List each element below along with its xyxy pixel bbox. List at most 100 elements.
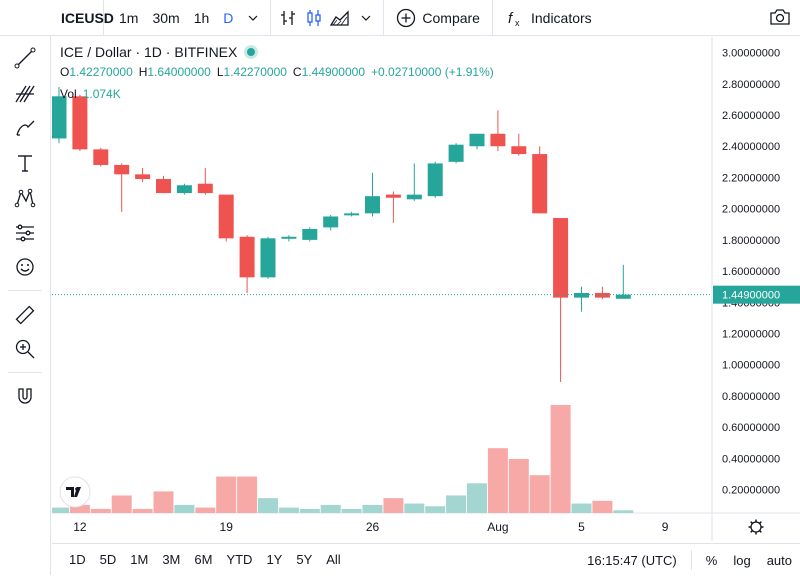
timeframe-1h[interactable]: 1h (193, 9, 210, 26)
last-price-label: 1.44900000 (722, 290, 780, 302)
candle-body (469, 133, 485, 147)
volume-bar (195, 507, 216, 513)
indicators-label: Indicators (530, 9, 592, 26)
price-tick-label: 2.80000000 (722, 79, 780, 91)
candle-body (427, 163, 443, 197)
volume-bar (174, 504, 195, 513)
volume-legend: Vol 1.074K (60, 84, 494, 104)
vol-value: 1.074K (82, 87, 121, 101)
timeframe-30m[interactable]: 30m (152, 9, 180, 26)
volume-bar (508, 459, 529, 513)
candle-body (72, 96, 88, 150)
candle-body (176, 185, 192, 194)
candle-body (218, 194, 234, 239)
volume-bar (153, 491, 174, 513)
candle-body (302, 228, 318, 240)
high-label: H (138, 65, 148, 79)
candle-body (553, 218, 569, 298)
price-tick-label: 1.80000000 (722, 235, 780, 247)
text-icon[interactable] (12, 150, 38, 176)
time-tick-label: 12 (73, 520, 87, 534)
price-tick-label: 2.40000000 (722, 141, 780, 153)
volume-bar (299, 508, 320, 513)
zoom-in-icon[interactable] (12, 336, 38, 362)
svg-text:x: x (515, 18, 520, 28)
gear-icon (748, 519, 764, 535)
volume-bar (49, 507, 69, 513)
range-6m[interactable]: 6M (194, 552, 213, 567)
toolbar-divider (8, 372, 42, 373)
price-tick-label: 1.00000000 (722, 360, 780, 372)
volume-bar (446, 495, 467, 513)
candle-body (93, 149, 109, 165)
area-chart-icon[interactable] (327, 0, 353, 36)
volume-bar (90, 508, 111, 513)
drawing-toolbar (0, 0, 51, 575)
candle-body (406, 194, 422, 200)
fib-tools-icon[interactable] (12, 80, 38, 106)
symbol-search-button[interactable]: ICEUSD (0, 0, 114, 36)
low-label: L (216, 65, 224, 79)
volume-bar (111, 495, 132, 513)
candle-body (51, 96, 67, 139)
price-chart[interactable]: 3.00000000 2.80000000 2.60000000 2.40000000… (49, 37, 800, 541)
price-tick-label: 0.20000000 (722, 485, 780, 497)
volume-bar (571, 503, 592, 513)
candle-body (532, 154, 548, 214)
range-5y[interactable]: 5Y (296, 552, 313, 567)
clock-time[interactable]: 16:15:47 (UTC) (587, 552, 677, 568)
range-all[interactable]: All (326, 552, 341, 567)
ohlc-values: O1.42270000 H1.64000000 L1.42270000 C1.4… (60, 62, 494, 82)
range-1y[interactable]: 1Y (266, 552, 283, 567)
volume-bar (613, 510, 634, 513)
price-tick-label: 0.60000000 (722, 422, 780, 434)
ruler-icon[interactable] (12, 302, 38, 328)
last-price-badge (713, 285, 800, 304)
candle-body (511, 146, 527, 155)
volume-bar (258, 498, 278, 513)
range-3m[interactable]: 3M (162, 552, 181, 567)
auto-toggle[interactable]: auto (766, 552, 792, 568)
chevron-down-icon[interactable] (353, 0, 379, 36)
price-tick-label: 1.60000000 (722, 266, 780, 278)
range-1d[interactable]: 1D (69, 552, 86, 567)
camera-icon[interactable] (768, 6, 792, 33)
candle-body (114, 164, 130, 175)
percent-toggle[interactable]: % (705, 552, 718, 568)
range-1m[interactable]: 1M (130, 552, 149, 567)
candle-body (260, 238, 276, 278)
range-5d[interactable]: 5D (99, 552, 117, 567)
candle-body (156, 179, 171, 194)
bars-chart-icon[interactable] (275, 0, 301, 36)
chart-area[interactable]: 3.00000000 2.80000000 2.60000000 2.40000000… (49, 37, 800, 541)
compare-button[interactable]: Compare (388, 0, 488, 36)
price-tick-label: 2.60000000 (722, 110, 780, 122)
trend-line-icon[interactable] (12, 45, 38, 71)
emoji-icon[interactable] (12, 254, 38, 280)
volume-bar (487, 448, 508, 513)
candle-body (197, 183, 213, 194)
volume-bar (320, 504, 341, 513)
pattern-icon[interactable] (12, 185, 38, 211)
volume-bar (425, 506, 446, 513)
volume-bar (592, 500, 613, 513)
candles-chart-icon[interactable] (301, 0, 327, 36)
timeframe-1m[interactable]: 1m (119, 9, 139, 26)
timeframe-d[interactable]: D (223, 9, 234, 26)
close-label: C (292, 65, 302, 79)
range-ytd[interactable]: YTD (226, 552, 253, 567)
chevron-down-icon[interactable] (240, 0, 266, 36)
magnet-icon[interactable] (12, 383, 38, 409)
market-status-icon (247, 48, 256, 56)
log-toggle[interactable]: log (733, 552, 751, 568)
candle-body (135, 174, 151, 180)
symbol-name: ICEUSD (61, 9, 114, 26)
candle-body (385, 194, 401, 198)
brush-icon[interactable] (12, 115, 38, 141)
bottom-toolbar: 1D 5D 1M 3M 6M YTD 1Y 5Y All 16:15:47 (UTC) % lo… (52, 543, 800, 575)
prediction-icon[interactable] (12, 220, 38, 246)
svg-text:f: f (508, 10, 514, 27)
